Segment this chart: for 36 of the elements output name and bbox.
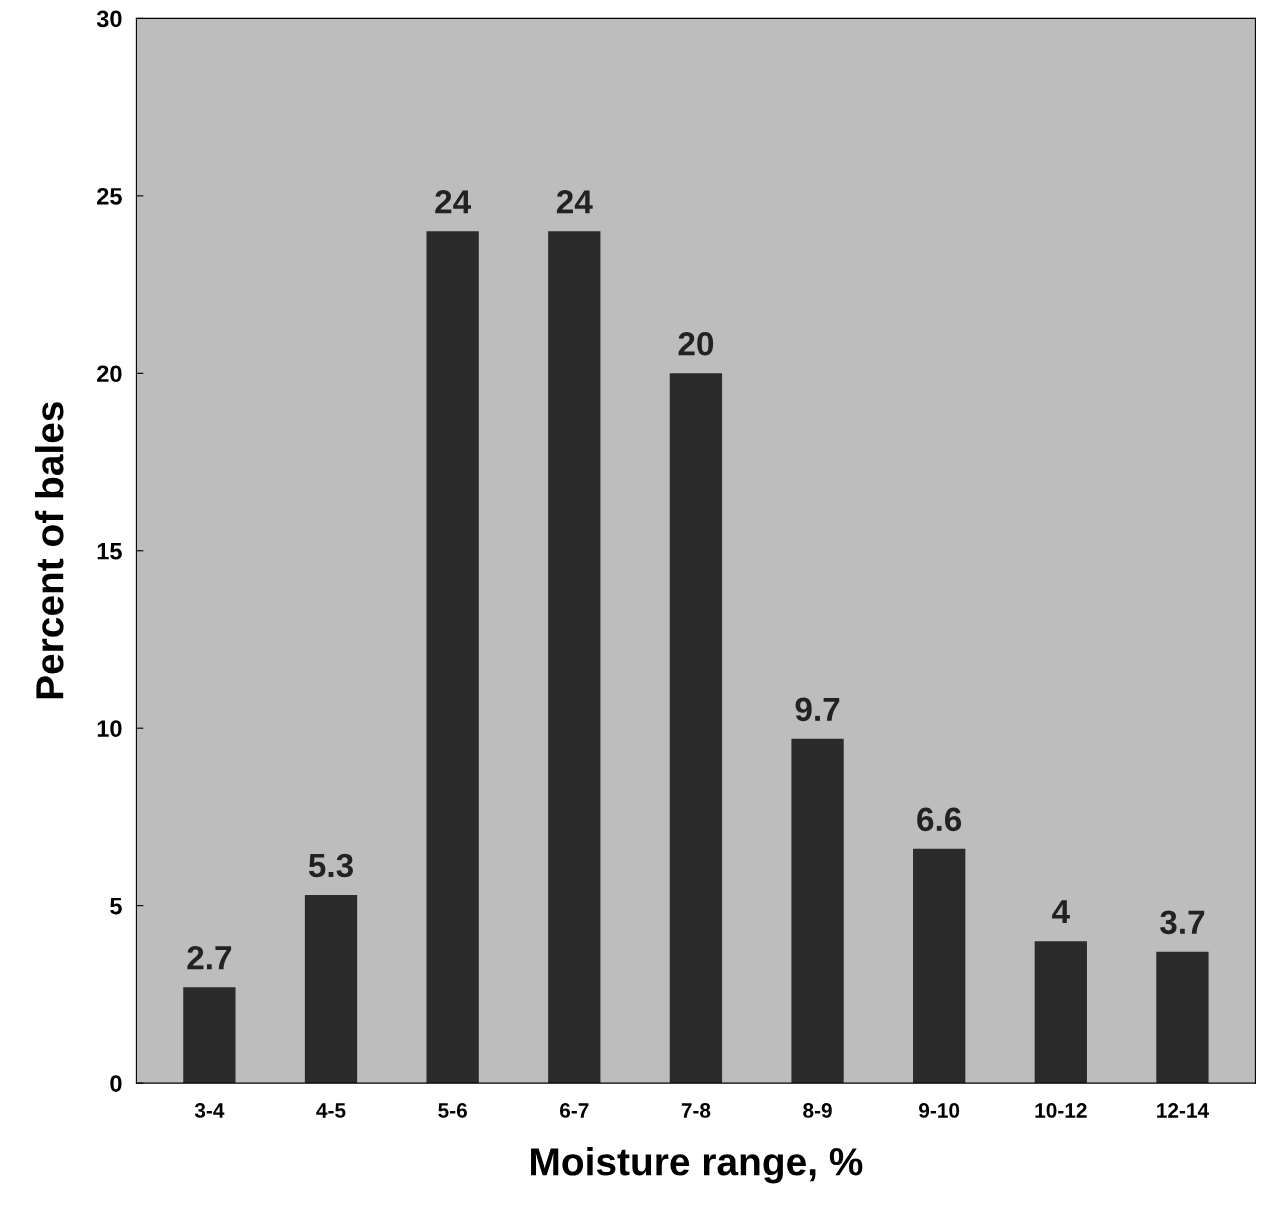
x-axis-title: Moisture range, % (531, 1146, 863, 1184)
x-tick-label: 5-6 (438, 1103, 467, 1118)
y-tick-label: 30 (96, 10, 122, 28)
x-tick-label: 12-14 (1157, 1103, 1209, 1118)
y-tick-label: 20 (97, 365, 122, 383)
x-tick-label: 7-8 (681, 1103, 711, 1118)
bar (669, 373, 723, 1084)
bar (913, 848, 966, 1084)
x-tick-label: 8-9 (803, 1103, 832, 1118)
data-label: 24 (435, 190, 472, 214)
x-tick-label: 6-7 (559, 1103, 589, 1118)
x-tick-label: 4-5 (316, 1103, 346, 1118)
y-tick-label: 0 (110, 1075, 122, 1092)
data-label: 6.6 (917, 807, 962, 832)
data-label: 5.3 (308, 853, 353, 878)
bar (791, 738, 844, 1084)
x-tick-label: 9-10 (919, 1103, 960, 1118)
bar (183, 987, 236, 1084)
x-tick-label: 10-12 (1035, 1103, 1087, 1118)
data-label: 3.7 (1160, 910, 1205, 935)
data-label: 24 (556, 190, 593, 214)
y-axis-title: Percent of bales (35, 402, 64, 699)
data-label: 9.7 (795, 697, 840, 722)
y-tick-label: 15 (97, 543, 122, 560)
x-tick-label: 3-4 (194, 1103, 225, 1118)
bar (1034, 941, 1087, 1084)
y-tick-label: 10 (97, 720, 122, 737)
bar (548, 231, 601, 1084)
bar (426, 231, 479, 1084)
data-label: 20 (678, 332, 714, 356)
y-tick-label: 5 (110, 897, 122, 915)
data-label: 4 (1052, 900, 1070, 924)
y-tick-label: 25 (97, 187, 122, 205)
bar (1156, 951, 1209, 1084)
data-label: 2.7 (187, 945, 232, 970)
bar (304, 895, 358, 1084)
